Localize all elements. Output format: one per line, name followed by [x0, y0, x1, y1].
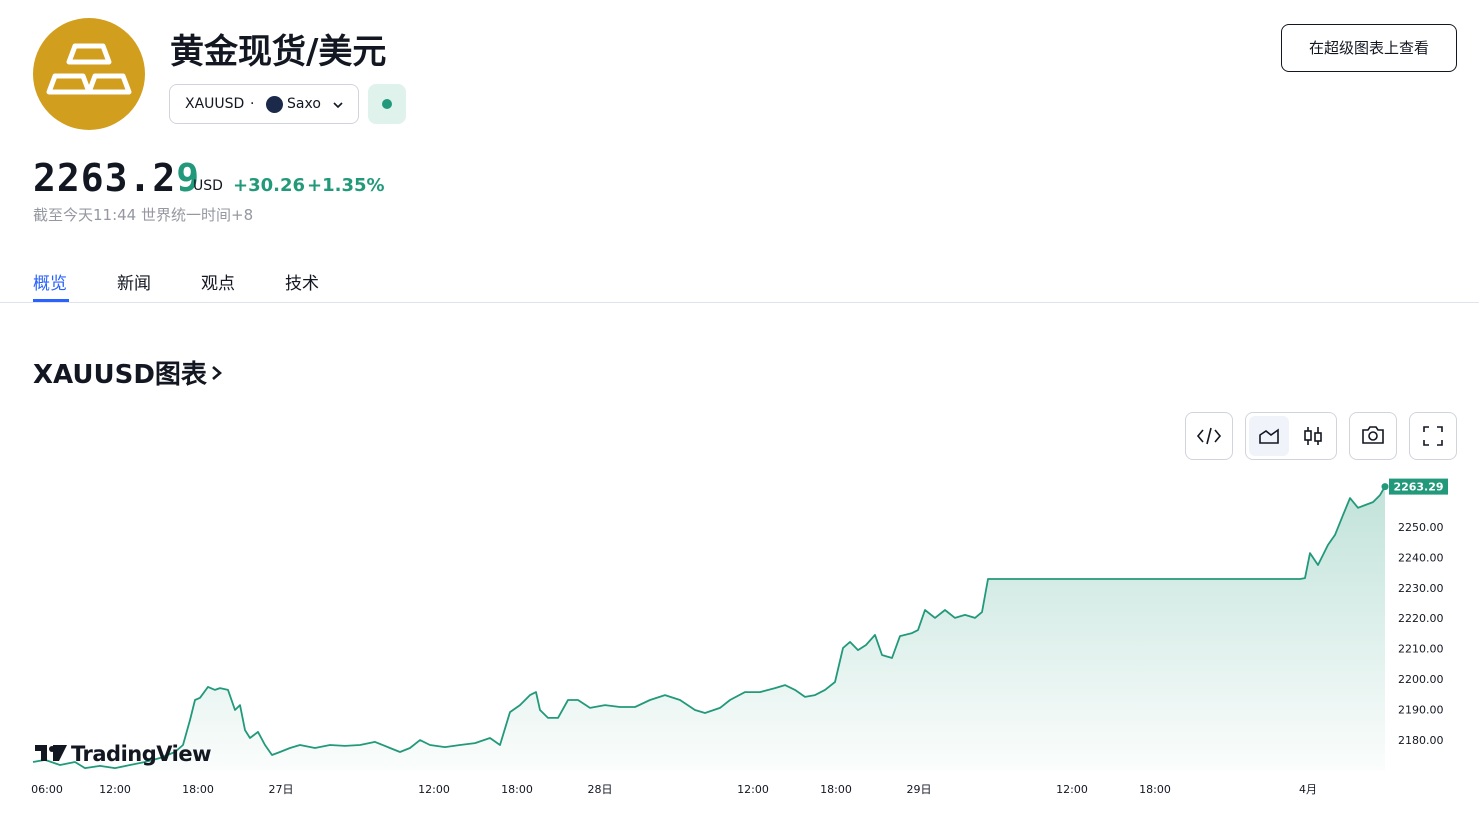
- source: Saxo: [287, 96, 321, 112]
- icon: [1423, 426, 1443, 446]
- y-tick-label: 2180.00: [1398, 734, 1444, 747]
- chevron: [212, 366, 222, 380]
- icon: [1259, 428, 1279, 444]
- symbol: XAUUSD: [185, 96, 245, 112]
- tab[interactable]: 技术: [285, 274, 319, 294]
- symbol-selector[interactable]: XAUUSD · Saxo: [169, 84, 359, 124]
- tab[interactable]: 概览: [33, 274, 67, 294]
- tab[interactable]: 新闻: [117, 274, 151, 294]
- fullscreen-button[interactable]: [1409, 412, 1457, 460]
- title: 黄金现货/美元: [170, 32, 387, 72]
- last-point: [1381, 483, 1389, 491]
- candle-style-button[interactable]: [1293, 416, 1333, 456]
- icon: [1196, 427, 1222, 445]
- source-icon: [266, 96, 283, 113]
- timestamp: 截至今天11:44 世界统一时间+8: [33, 206, 254, 224]
- price-line: [32, 486, 1386, 769]
- x-tick-label: 18:00: [501, 783, 533, 796]
- last-price-label: 2263.29: [1393, 481, 1443, 494]
- embed-button[interactable]: [1185, 412, 1233, 460]
- y-tick-label: 2210.00: [1398, 643, 1444, 656]
- tab-underline: [33, 299, 69, 302]
- y-tick-label: 2230.00: [1398, 582, 1444, 595]
- x-tick-label: 12:00: [418, 783, 450, 796]
- tab[interactable]: 观点: [201, 274, 235, 294]
- section-title[interactable]: XAUUSD图表: [33, 354, 224, 391]
- line-style-button[interactable]: [1249, 416, 1289, 456]
- x-tick-label: 4月: [1299, 783, 1317, 796]
- divider: [0, 302, 1479, 303]
- watermark-text: TradingView: [71, 742, 211, 766]
- chevron: [333, 102, 343, 109]
- currency: USD: [193, 178, 223, 194]
- x-tick-label: 18:00: [1139, 783, 1171, 796]
- snapshot-button[interactable]: [1349, 412, 1397, 460]
- change: +30.26: [233, 175, 306, 196]
- x-tick-label: 18:00: [820, 783, 852, 796]
- x-tick-label: 12:00: [99, 783, 131, 796]
- change-percent: +1.35%: [307, 175, 385, 196]
- x-tick-label: 12:00: [1056, 783, 1088, 796]
- x-tick-label: 12:00: [737, 783, 769, 796]
- y-tick-label: 2190.00: [1398, 703, 1444, 716]
- x-tick-label: 28日: [588, 783, 613, 796]
- icon: [1362, 426, 1384, 444]
- x-tick-label: 18:00: [182, 783, 214, 796]
- section-title-text: XAUUSD图表: [33, 360, 207, 390]
- price-main: 2263.2: [33, 156, 177, 200]
- status-dot: [382, 99, 392, 109]
- market-status[interactable]: [368, 84, 406, 124]
- x-tick-label: 27日: [269, 783, 294, 796]
- watermark-logo: [35, 745, 67, 761]
- logo: [33, 18, 145, 130]
- x-tick-label: 29日: [907, 783, 932, 796]
- price-last-digit: 9: [176, 156, 201, 200]
- price: 2263.29: [33, 156, 200, 200]
- open-chart-button[interactable]: 在超级图表上查看: [1281, 24, 1457, 72]
- area-fill: [33, 486, 1385, 771]
- y-tick-label: 2220.00: [1398, 612, 1444, 625]
- y-tick-label: 2240.00: [1398, 551, 1444, 564]
- icon: [1304, 427, 1322, 445]
- x-tick-label: 06:00: [31, 783, 63, 796]
- y-tick-label: 2250.00: [1398, 521, 1444, 534]
- last-price-badge: [1389, 478, 1448, 495]
- separator: ·: [250, 96, 255, 112]
- chart-style-group: [1245, 412, 1337, 460]
- y-tick-label: 2200.00: [1398, 673, 1444, 686]
- watermark: TradingView: [35, 742, 211, 766]
- chart: 2180.00 2190.00 2200.00 2210.00 2220.00 2230.…: [31, 478, 1448, 796]
